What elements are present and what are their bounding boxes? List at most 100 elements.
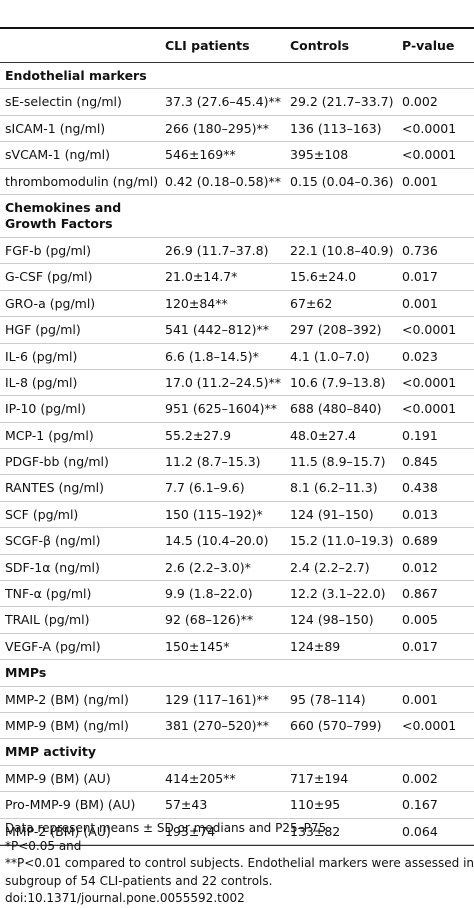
cell: 124 (91–150) [290, 506, 374, 522]
cell: sVCAM-1 (ng/ml) [5, 147, 111, 163]
cell: 95 (78–114) [290, 691, 366, 707]
cell: 7.7 (6.1–9.6) [165, 480, 245, 496]
cell: 0.002 [402, 94, 438, 110]
cell: VEGF-A (pg/ml) [5, 638, 101, 654]
cell: 10.6 (7.9–13.8) [290, 374, 386, 390]
cell: 120±84** [165, 295, 228, 311]
cell: 26.9 (11.7–37.8) [165, 242, 269, 258]
cell: 0.736 [402, 242, 438, 258]
cell: 110±95 [290, 797, 341, 813]
table-row: SCF (pg/ml) 150 (115–192)* 124 (91–150) 0.0… [0, 502, 474, 529]
cell: 15.2 (11.0–19.3) [290, 533, 394, 549]
cell: 150 (115–192)* [165, 506, 263, 522]
cell: 0.191 [402, 427, 438, 443]
table-row: thrombomodulin (ng/ml) 0.42 (0.18–0.58)**… [0, 169, 474, 195]
table-row: SDF-1α (ng/ml) 2.6 (2.2–3.0)* 2.4 (2.2–2.7… [0, 555, 474, 582]
cell: 2.6 (2.2–3.0)* [165, 559, 251, 575]
cell: <0.0001 [402, 401, 457, 417]
cell: 15.6±24.0 [290, 269, 357, 285]
table-row: sVCAM-1 (ng/ml) 546±169** 395±108 <0.0001 [0, 142, 474, 169]
table-row: MMP-2 (BM) (ng/ml) 129 (117–161)** 95 (78–… [0, 687, 474, 713]
cell: 22.1 (10.8–40.9) [290, 242, 394, 258]
cell: 124±89 [290, 638, 341, 654]
table: CLI patients Controls P-value Endothelial m… [0, 27, 474, 846]
cell: 193±74 [165, 823, 216, 839]
cell: MMP-2 (BM) (ng/ml) [5, 691, 129, 707]
table-row: RANTES (ng/ml) 7.7 (6.1–9.6) 8.1 (6.2–11.3… [0, 475, 474, 502]
cell: 0.001 [402, 691, 438, 707]
cell: <0.0001 [402, 374, 457, 390]
cell: 546±169** [165, 147, 236, 163]
cell: 0.012 [402, 559, 438, 575]
cell: <0.0001 [402, 717, 457, 733]
cell: MMP-2 (BM) (AU) [5, 823, 111, 839]
table-row: sICAM-1 (ng/ml) 266 (180–295)** 136 (113–1… [0, 116, 474, 143]
cell: 9.9 (1.8–22.0) [165, 586, 253, 602]
cell: 297 (208–392) [290, 322, 382, 338]
section-header: Endothelial markers [0, 63, 474, 90]
cell: 414±205** [165, 770, 236, 786]
cell: 0.845 [402, 454, 438, 470]
cell: 0.013 [402, 506, 438, 522]
cell: 541 (442–812)** [165, 322, 270, 338]
cell: sE-selectin (ng/ml) [5, 94, 122, 110]
cell: <0.0001 [402, 147, 457, 163]
footnote: Data represent means ± SD or medians and… [5, 821, 330, 835]
cell: MMP-9 (BM) (AU) [5, 770, 111, 786]
cell: SCF (pg/ml) [5, 506, 79, 522]
cell: CLI patients [165, 38, 250, 53]
footnote: *P<0.05 and [5, 838, 82, 853]
footnote: doi:10.1371/journal.pone.0055592.t002 [5, 891, 245, 905]
cell: 133±82 [290, 823, 341, 839]
cell: MMPs [5, 665, 47, 681]
table-row: IP-10 (pg/ml) 951 (625–1604)** 688 (480–84… [0, 396, 474, 423]
table-row: TRAIL (pg/ml) 92 (68–126)** 124 (98–150) 0.… [0, 607, 474, 634]
cell: 0.438 [402, 480, 438, 496]
cell: 2.4 (2.2–2.7) [290, 559, 370, 575]
footnote: **P<0.01 compared to control subjects. E… [5, 856, 474, 870]
cell: 37.3 (27.6–45.4)** [165, 94, 281, 110]
cell: MCP-1 (pg/ml) [5, 427, 94, 443]
cell: 0.15 (0.04–0.36) [290, 173, 394, 189]
cell: Controls [290, 38, 350, 53]
cell: 67±62 [290, 295, 333, 311]
cell: Endothelial markers [5, 68, 147, 83]
cell: 381 (270–520)** [165, 717, 270, 733]
cell: IP-10 (pg/ml) [5, 401, 86, 417]
cell: 0.867 [402, 586, 438, 602]
cell: SCGF-β (ng/ml) [5, 533, 101, 549]
cell: 951 (625–1604)** [165, 401, 278, 417]
table-row: SCGF-β (ng/ml) 14.5 (10.4–20.0) 15.2 (11.0… [0, 528, 474, 555]
cell: 129 (117–161)** [165, 691, 270, 707]
cell: 0.167 [402, 797, 438, 813]
table-row: TNF-α (pg/ml) 9.9 (1.8–22.0) 12.2 (3.1–22.… [0, 581, 474, 608]
cell: MMP activity [5, 744, 97, 760]
cell: 0.689 [402, 533, 438, 549]
cell: MMP-9 (BM) (ng/ml) [5, 717, 129, 733]
section-header: MMPs [0, 660, 474, 687]
cell: <0.0001 [402, 120, 457, 136]
cell: 0.001 [402, 173, 438, 189]
table-row: IL-8 (pg/ml) 17.0 (11.2–24.5)** 10.6 (7.9–… [0, 370, 474, 397]
cell: 124 (98–150) [290, 612, 374, 628]
cell: TNF-α (pg/ml) [5, 586, 92, 602]
cell: 21.0±14.7* [165, 269, 238, 285]
table-row: Pro-MMP-9 (BM) (AU) 57±43 110±95 0.167 [0, 792, 474, 819]
section-header: MMP activity [0, 739, 474, 766]
cell: 717±194 [290, 770, 349, 786]
cell: 0.017 [402, 269, 438, 285]
cell: Pro-MMP-9 (BM) (AU) [5, 797, 136, 813]
cell: 92 (68–126)** [165, 612, 254, 628]
cell: Chemokines and Growth Factors [5, 199, 122, 231]
table-row: sE-selectin (ng/ml) 37.3 (27.6–45.4)** 29.… [0, 89, 474, 116]
table-row: GRO-a (pg/ml) 120±84** 67±62 0.001 [0, 291, 474, 318]
cell: 8.1 (6.2–11.3) [290, 480, 378, 496]
cell: 660 (570–799) [290, 717, 382, 733]
section-header: Chemokines and Growth Factors [0, 195, 474, 238]
cell: 266 (180–295)** [165, 120, 270, 136]
cell: IL-8 (pg/ml) [5, 374, 78, 390]
table-row: PDGF-bb (ng/ml) 11.2 (8.7–15.3) 11.5 (8.9–… [0, 449, 474, 476]
cell: RANTES (ng/ml) [5, 480, 104, 496]
table-row: MCP-1 (pg/ml) 55.2±27.9 48.0±27.4 0.191 [0, 423, 474, 450]
cell: 0.001 [402, 295, 438, 311]
